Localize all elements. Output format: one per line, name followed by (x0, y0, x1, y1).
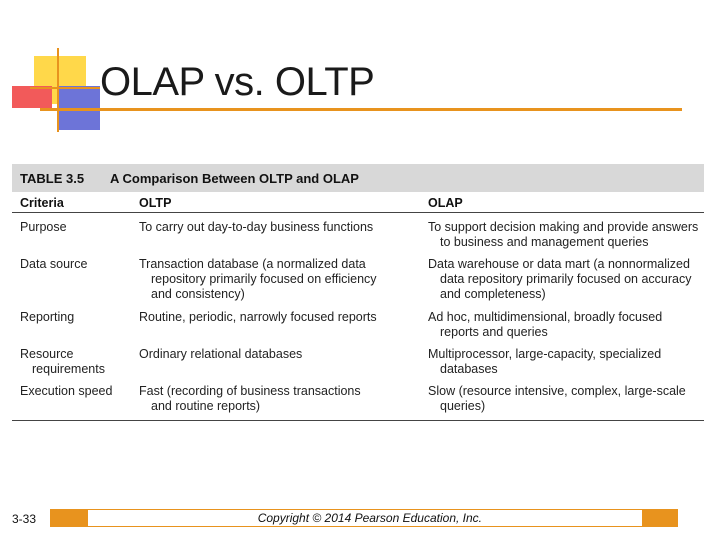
row-reporting-olap: Ad hoc, multidimensional, broadly focuse… (428, 310, 663, 339)
copyright-text: Copyright © 2014 Pearson Education, Inc. (257, 511, 482, 525)
row-resource-criteria: Resource requirements (20, 347, 105, 376)
row-datasource-criteria: Data source (20, 257, 88, 271)
row-execution-olap: Slow (resource intensive, complex, large… (428, 384, 686, 413)
row-execution-oltp: Fast (recording of business transactions… (139, 384, 361, 413)
row-resource-olap: Multiprocessor, large-capacity, speciali… (428, 347, 662, 376)
decor-line-horizontal (30, 87, 100, 89)
header-criteria: Criteria (20, 196, 64, 210)
row-resource-oltp: Ordinary relational databases (139, 347, 303, 361)
row-datasource-oltp: Transaction database (a normalized data … (139, 257, 377, 301)
row-reporting-criteria: Reporting (20, 310, 75, 324)
row-purpose-criteria: Purpose (20, 220, 67, 234)
table-header-row: Criteria OLTP OLAP (12, 192, 704, 213)
decor-line-vertical (57, 48, 59, 132)
table-caption-bar: TABLE 3.5 A Comparison Between OLTP and … (12, 164, 704, 192)
comparison-table: TABLE 3.5 A Comparison Between OLTP and … (12, 164, 704, 422)
footer-inner-box (88, 510, 642, 526)
decor-square-red (12, 86, 52, 108)
row-purpose-olap: To support decision making and provide a… (428, 220, 699, 249)
slide-number: 3-33 (12, 512, 37, 526)
title-underline (40, 108, 682, 111)
row-execution-criteria: Execution speed (20, 384, 113, 398)
header-oltp: OLTP (139, 196, 172, 210)
row-datasource-olap: Data warehouse or data mart (a nonnormal… (428, 257, 692, 301)
row-reporting-oltp: Routine, periodic, narrowly focused repo… (139, 310, 377, 324)
header-olap: OLAP (428, 196, 463, 210)
table-bottom-rule (12, 420, 704, 421)
table-label: TABLE 3.5 (20, 171, 85, 186)
table-caption: A Comparison Between OLTP and OLAP (110, 171, 359, 186)
row-purpose-oltp: To carry out day-to-day business functio… (139, 220, 374, 234)
slide-title: OLAP vs. OLTP (100, 60, 375, 104)
